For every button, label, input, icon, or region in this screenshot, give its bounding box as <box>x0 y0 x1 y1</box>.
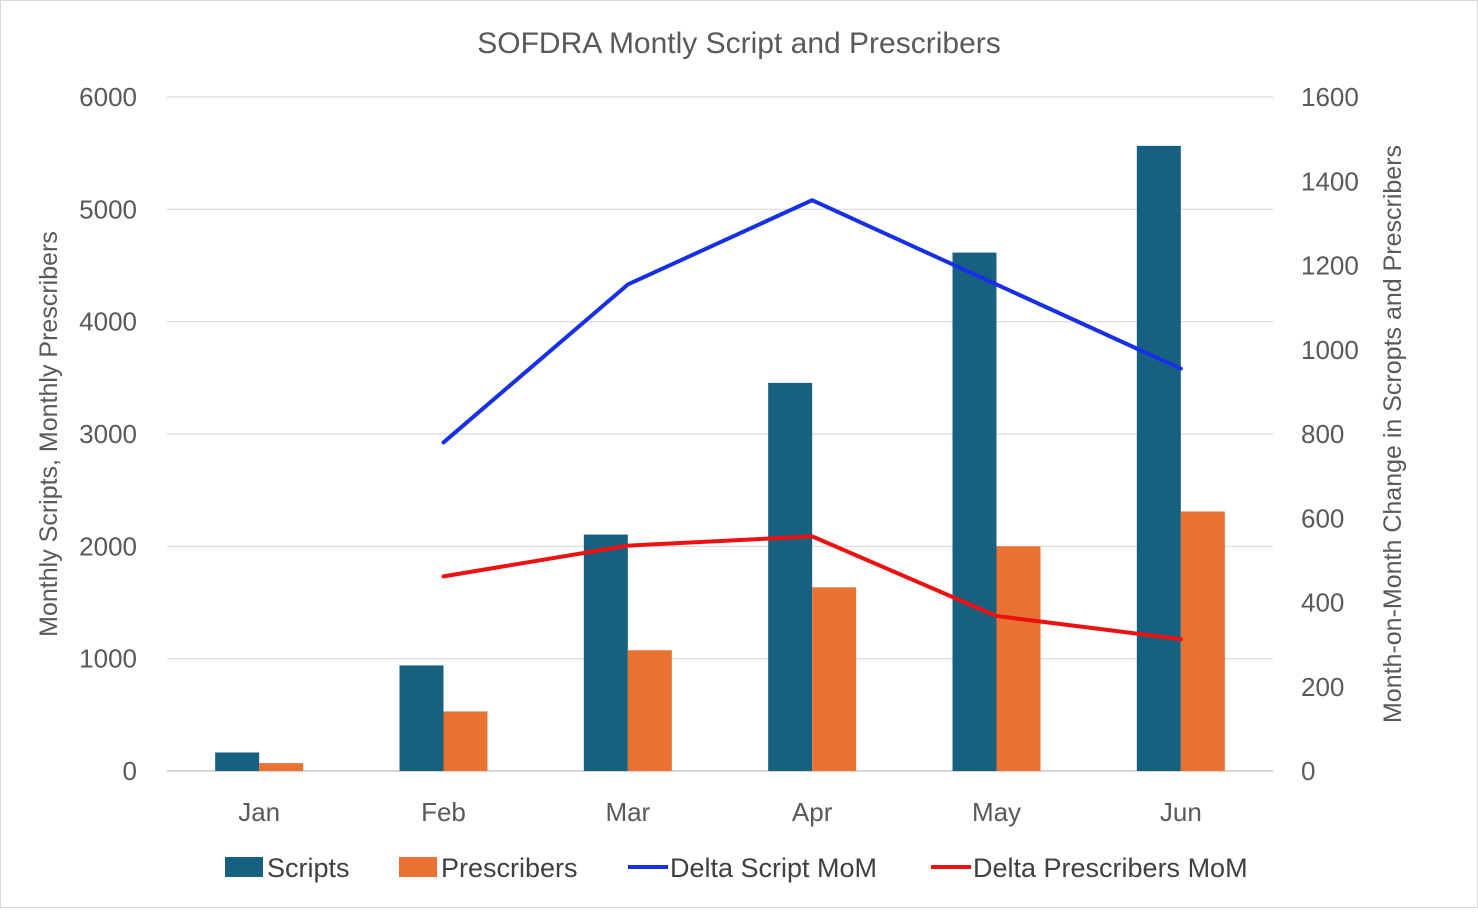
y-tick-label-right: 200 <box>1301 672 1344 702</box>
y-axis-left-title: Monthly Scripts, Monthly Prescribers <box>35 231 63 637</box>
x-tick-label: May <box>972 797 1021 827</box>
legend-label-delta-prescribers-mom: Delta Prescribers MoM <box>973 853 1248 883</box>
bar-prescribers <box>996 546 1041 771</box>
bar-prescribers <box>812 587 857 771</box>
y-tick-label-left: 5000 <box>79 194 137 224</box>
line-delta-prescribers-mom <box>441 534 1183 642</box>
bar-scripts <box>399 665 444 771</box>
bar-scripts <box>952 252 997 771</box>
bar-scripts <box>583 534 628 771</box>
y-tick-label-left: 4000 <box>79 307 137 337</box>
y-tick-label-right: 600 <box>1301 503 1344 533</box>
legend: Scripts Prescribers Delta Script MoM Delta … <box>225 853 1248 883</box>
y-tick-label-right: 1600 <box>1301 82 1359 112</box>
y-tick-label-left: 0 <box>123 756 137 786</box>
legend-label-scripts: Scripts <box>267 853 350 883</box>
y-tick-label-left: 3000 <box>79 419 137 449</box>
legend-swatch-prescribers <box>399 857 437 877</box>
x-tick-label: Jan <box>238 797 280 827</box>
x-tick-label: Feb <box>421 797 466 827</box>
bar-prescribers <box>627 650 672 771</box>
bar-prescribers <box>259 763 304 771</box>
x-tick-label: Apr <box>792 797 833 827</box>
bar-scripts <box>1136 145 1181 772</box>
bar-scripts <box>215 752 260 771</box>
y-tick-label-right: 400 <box>1301 588 1344 618</box>
y-tick-label-left: 6000 <box>79 82 137 112</box>
lines <box>441 198 1183 642</box>
y-axis-right-ticks: 0 200 400 600 800 1000 1200 1400 1600 <box>1301 82 1359 786</box>
bar-scripts <box>768 382 813 771</box>
y-axis-left-ticks: 0 1000 2000 3000 4000 5000 6000 <box>79 82 137 786</box>
legend-swatch-scripts <box>225 857 263 877</box>
y-tick-label-left: 1000 <box>79 644 137 674</box>
legend-label-delta-script-mom: Delta Script MoM <box>670 853 877 883</box>
gridlines <box>167 96 1273 772</box>
y-tick-label-left: 2000 <box>79 531 137 561</box>
x-tick-label: Mar <box>605 797 650 827</box>
y-tick-label-right: 1000 <box>1301 335 1359 365</box>
x-tick-label: Jun <box>1160 797 1202 827</box>
bars <box>215 145 1225 772</box>
chart-title: SOFDRA Montly Script and Prescribers <box>477 27 1001 60</box>
y-tick-label-right: 1400 <box>1301 166 1359 196</box>
y-tick-label-right: 1200 <box>1301 251 1359 281</box>
bar-prescribers <box>1180 511 1225 771</box>
y-tick-label-right: 800 <box>1301 419 1344 449</box>
y-tick-label-right: 0 <box>1301 756 1315 786</box>
legend-label-prescribers: Prescribers <box>441 853 578 883</box>
y-axis-right-title: Month-on-Month Change in Scropts and Pre… <box>1379 145 1407 723</box>
bar-prescribers <box>443 711 488 771</box>
line-delta-script-mom <box>441 198 1183 445</box>
x-axis-ticks: Jan Feb Mar Apr May Jun <box>238 797 1202 827</box>
